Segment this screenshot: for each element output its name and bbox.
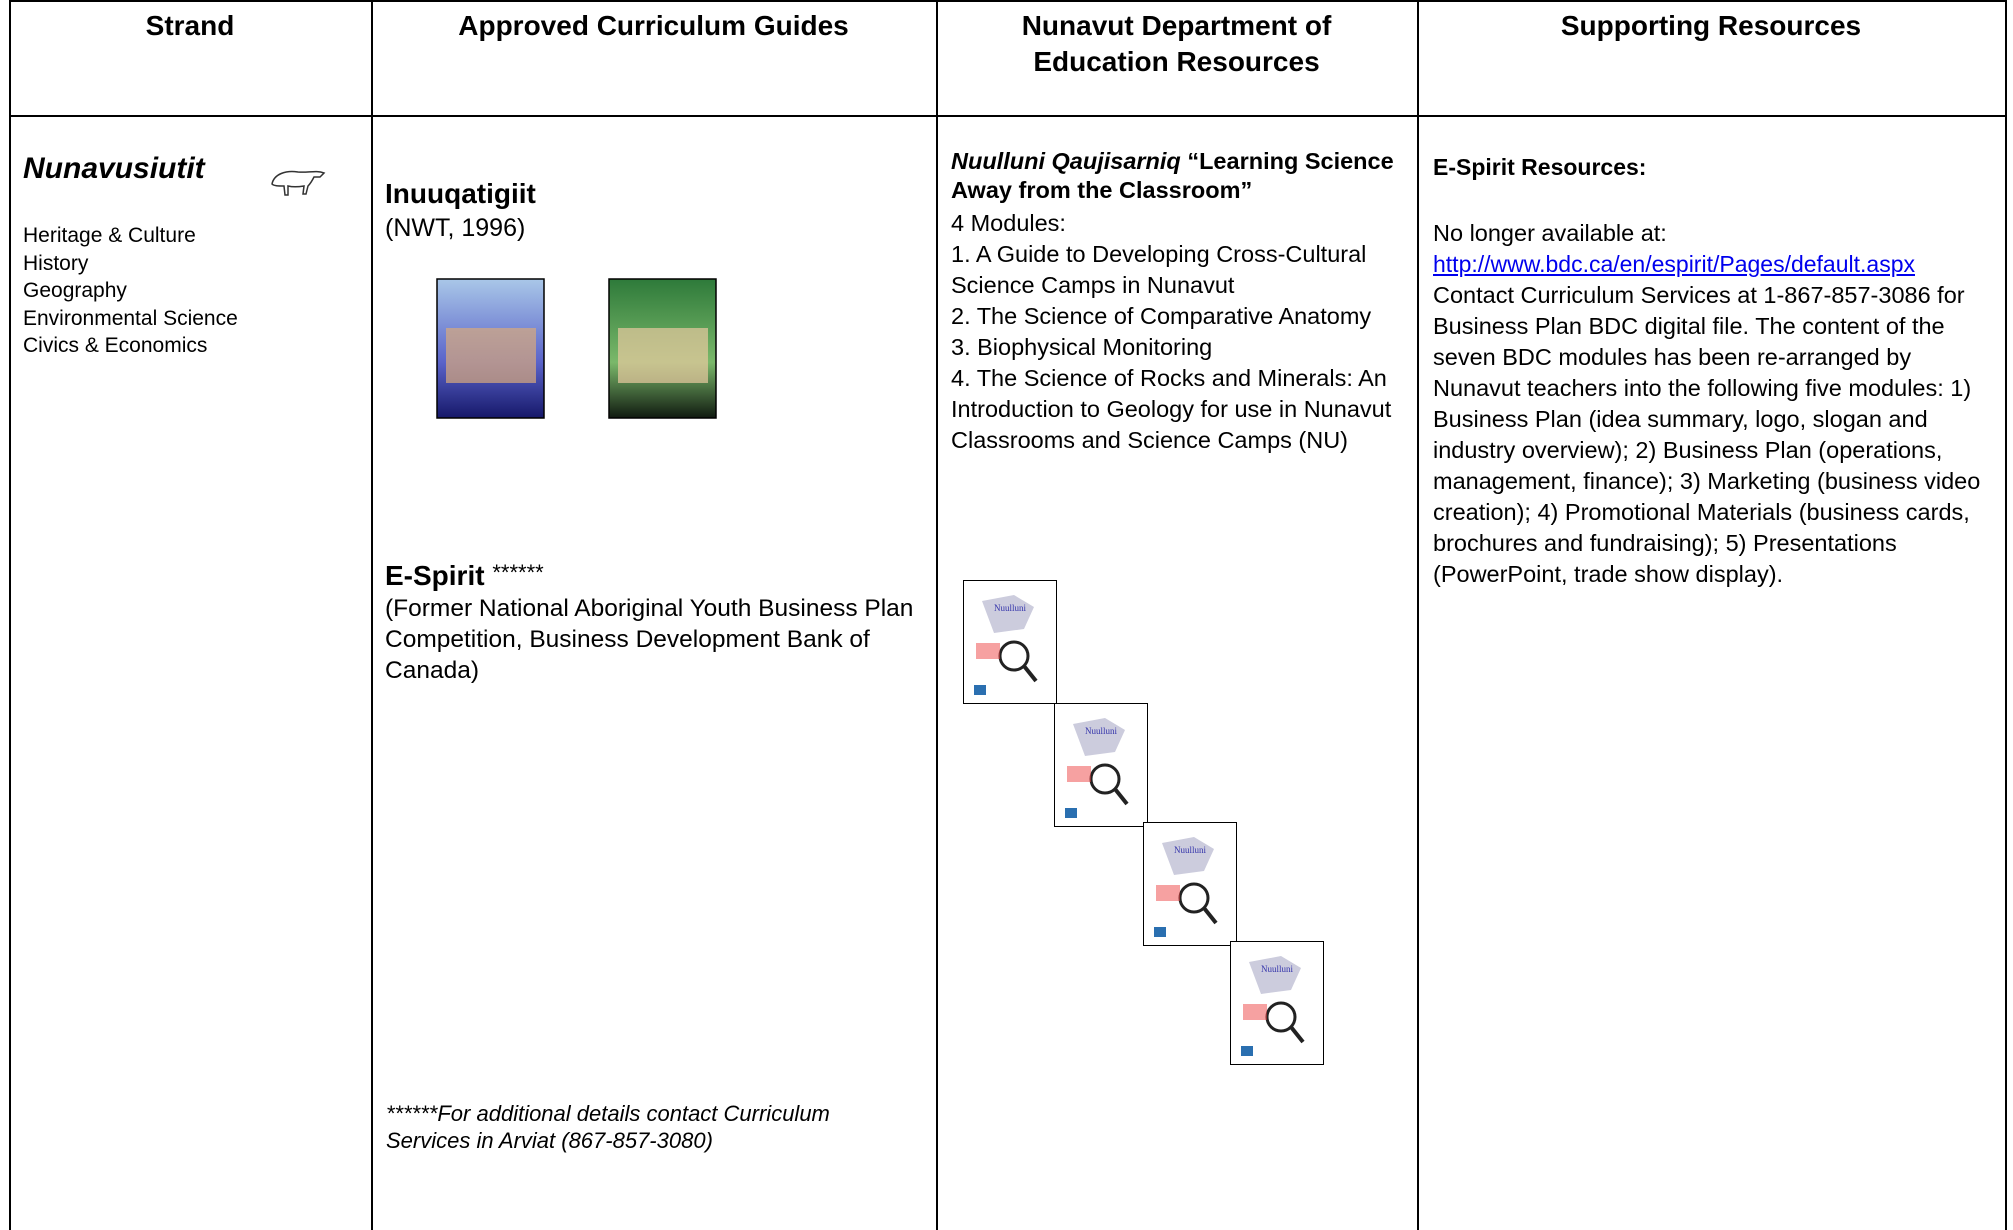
topic-list: Heritage & Culture History Geography Enviro…	[23, 222, 238, 360]
cover-art: Nuulluni	[1174, 845, 1207, 855]
cover-art: Nuulluni	[994, 603, 1027, 613]
cover-art	[1243, 1004, 1267, 1020]
module: 1. A Guide to Developing Cross-Cultural …	[951, 241, 1367, 298]
cover-art: Nuulluni	[1154, 837, 1218, 937]
cover-art: Nuulluni	[1261, 964, 1294, 974]
cover-art	[1113, 787, 1129, 806]
cover-art: Nuulluni	[1085, 726, 1118, 736]
footnote: ******For additional details contact Cur…	[386, 1101, 830, 1153]
cover-art: Nuulluni	[1065, 718, 1129, 818]
resource-title: Nuulluni Qaujisarniq “Learning Science A…	[951, 147, 1406, 205]
border	[936, 0, 938, 1230]
guide-note: (Former National Aboriginal Youth Busine…	[385, 595, 914, 684]
cover-art	[998, 640, 1030, 672]
border	[2005, 0, 2007, 1230]
cover-art: Nuulluni	[974, 595, 1038, 695]
cover-art	[1249, 956, 1301, 994]
cover-art	[1154, 927, 1166, 937]
cover-art	[1178, 882, 1210, 914]
topic: History	[23, 251, 89, 275]
border	[9, 115, 2007, 117]
border	[9, 0, 11, 1230]
guide-title: E-Spirit ******	[385, 560, 544, 592]
cover-art	[982, 595, 1034, 633]
guide-mark: ******	[492, 560, 544, 585]
bear-icon	[271, 170, 326, 196]
resources-text: Contact Curriculum Services at 1-867-857…	[1433, 282, 1981, 587]
cover-art	[974, 685, 986, 695]
modules-intro: 4 Modules:	[951, 210, 1066, 236]
cover-art	[1073, 718, 1125, 756]
guide-title: Inuuqatigiit	[385, 178, 536, 209]
column-header: Supporting Resources	[1560, 10, 1862, 41]
cover-image: Nuulluni	[1230, 941, 1324, 1065]
cover-art	[1065, 808, 1077, 818]
module: 4. The Science of Rocks and Minerals: An…	[951, 365, 1392, 453]
module: 2. The Science of Comparative Anatomy	[951, 303, 1372, 329]
column-header: Nunavut Department of Education Resource…	[1021, 10, 1332, 77]
border	[1417, 0, 1419, 1230]
resource-title-text: “Learning Science Away from the Classroo…	[951, 148, 1394, 203]
cover-art	[1289, 1025, 1305, 1044]
cover-art	[1162, 837, 1214, 875]
cover-art	[1022, 664, 1038, 683]
border	[371, 0, 373, 1230]
column-header: Strand	[145, 10, 235, 41]
cover-art	[1265, 1001, 1297, 1033]
module-list: 4 Modules: 1. A Guide to Developing Cros…	[951, 208, 1401, 456]
guide-title-text: E-Spirit	[385, 560, 485, 591]
strand-title: Nunavusiutit	[23, 152, 205, 185]
cover-art	[1156, 885, 1180, 901]
cover-image: Nuulluni	[1143, 822, 1237, 946]
topic: Environmental Science	[23, 306, 238, 330]
column-header: Approved Curriculum Guides	[458, 10, 849, 41]
cover-art	[1067, 766, 1091, 782]
cover-art	[1241, 1046, 1253, 1056]
border	[9, 0, 2007, 2]
topic: Heritage & Culture	[23, 224, 196, 247]
cover-art	[1202, 906, 1218, 925]
resource-title-italic: Nuulluni Qaujisarniq	[951, 148, 1181, 174]
resource-link[interactable]: http://www.bdc.ca/en/espirit/Pages/defau…	[1433, 251, 1915, 277]
cover-image	[436, 278, 545, 419]
cover-image: Nuulluni	[963, 580, 1057, 704]
module: 3. Biophysical Monitoring	[951, 334, 1213, 360]
resources-heading: E-Spirit Resources:	[1433, 154, 1647, 180]
cover-art	[1089, 763, 1121, 795]
topic: Civics & Economics	[23, 334, 208, 358]
topic: Geography	[23, 279, 127, 303]
modules: 1. A Guide to Developing Cross-Cultural …	[951, 239, 1401, 456]
cover-image: Nuulluni	[1054, 703, 1148, 827]
resources-body: No longer available at: http://www.bdc.c…	[1433, 218, 2001, 590]
cover-image	[608, 278, 717, 419]
cover-art	[976, 643, 1000, 659]
cover-art: Nuulluni	[1241, 956, 1305, 1056]
guide-note: (NWT, 1996)	[385, 214, 526, 242]
availability: No longer available at:	[1433, 220, 1667, 246]
